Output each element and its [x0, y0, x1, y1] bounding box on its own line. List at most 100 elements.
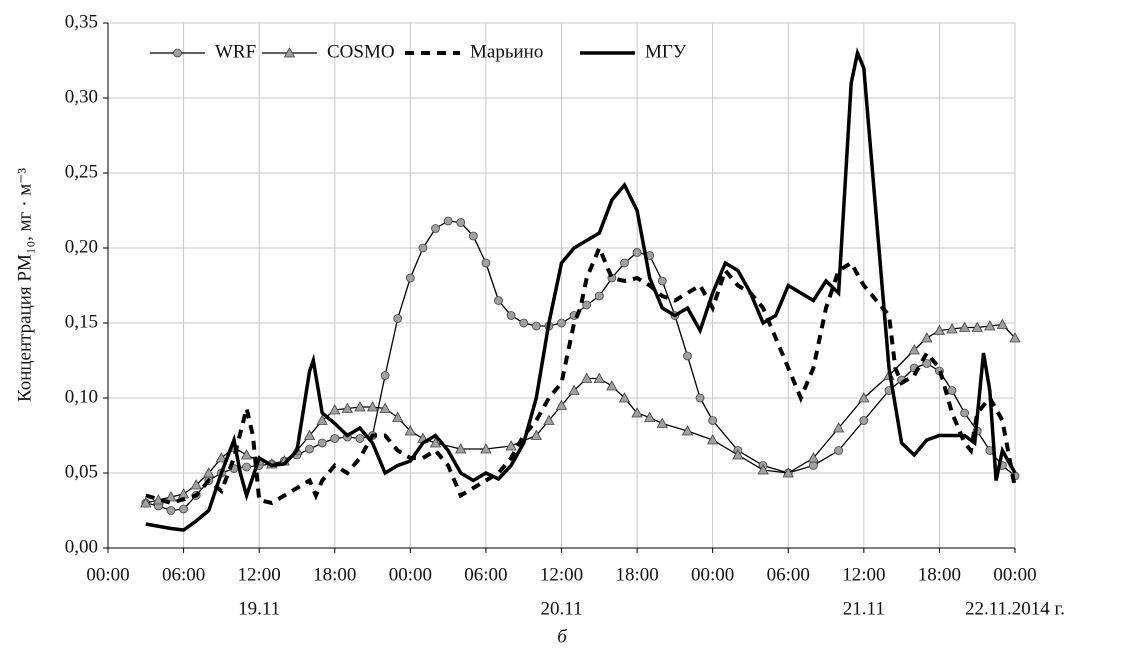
x-tick-label: 06:00: [162, 564, 205, 585]
y-axis-label: Концентрация PM₁₀, мг · м⁻³: [14, 168, 35, 402]
x-tick-label: 18:00: [918, 564, 961, 585]
marker: [240, 449, 253, 460]
y-tick-label: 0,15: [65, 311, 98, 332]
marker: [706, 434, 719, 445]
marker: [555, 399, 568, 410]
marker: [971, 321, 983, 332]
marker: [908, 344, 920, 355]
marker: [379, 402, 391, 413]
x-tick-label: 12:00: [842, 564, 885, 585]
marker: [393, 314, 403, 323]
x-tick-label: 00:00: [389, 564, 432, 585]
marker: [946, 323, 958, 334]
marker: [632, 248, 642, 257]
marker: [834, 446, 844, 455]
y-tick-label: 0,25: [65, 161, 98, 182]
marker: [480, 443, 492, 454]
marker: [341, 402, 354, 413]
marker: [505, 440, 517, 451]
marker: [418, 243, 428, 253]
marker: [807, 452, 820, 463]
marker: [177, 488, 190, 499]
legend-label: COSMO: [327, 41, 395, 62]
y-tick-label: 0,00: [65, 536, 98, 557]
marker: [215, 452, 228, 463]
marker: [355, 434, 365, 443]
marker: [809, 461, 818, 470]
marker: [618, 392, 631, 403]
legend-label: Марьино: [470, 41, 543, 62]
marker: [443, 216, 453, 226]
marker: [631, 407, 643, 418]
marker: [429, 437, 442, 448]
marker: [506, 311, 516, 320]
marker: [859, 416, 869, 425]
marker: [283, 47, 296, 58]
series-line: [145, 47, 1017, 532]
x-tick-label: 06:00: [464, 564, 507, 585]
x-tick-label: 06:00: [767, 564, 810, 585]
date-label: 22.11.2014 г.: [965, 598, 1065, 619]
marker: [329, 404, 341, 415]
y-tick-label: 0,30: [65, 86, 98, 107]
marker: [203, 467, 215, 478]
marker: [620, 258, 629, 268]
marker: [644, 411, 656, 422]
marker: [960, 408, 970, 418]
marker: [782, 467, 794, 478]
marker: [543, 414, 555, 425]
marker: [140, 497, 152, 508]
y-tick-label: 0,35: [65, 11, 98, 32]
marker: [656, 417, 668, 428]
marker: [732, 449, 744, 460]
series-line: [145, 323, 1016, 504]
marker: [317, 438, 327, 448]
marker: [594, 291, 604, 301]
marker: [494, 296, 503, 305]
marker: [380, 371, 390, 380]
legend-label: WRF: [215, 41, 256, 62]
marker: [431, 224, 440, 233]
marker: [984, 320, 996, 331]
marker: [468, 231, 478, 241]
marker: [568, 384, 580, 395]
marker: [173, 48, 182, 58]
marker: [1009, 332, 1021, 343]
marker: [933, 324, 946, 335]
marker: [531, 321, 541, 331]
marker: [581, 372, 593, 383]
marker: [366, 401, 379, 412]
marker: [695, 393, 705, 403]
marker: [242, 462, 251, 472]
marker: [330, 434, 340, 443]
legend-item: Марьино: [405, 41, 543, 62]
marker: [481, 258, 491, 268]
marker: [354, 401, 366, 412]
marker: [456, 218, 466, 227]
marker: [922, 359, 932, 368]
legend-label: МГУ: [645, 41, 687, 62]
marker: [530, 429, 542, 440]
x-tick-label: 18:00: [313, 564, 356, 585]
x-tick-label: 00:00: [86, 564, 129, 585]
marker: [165, 491, 177, 502]
marker: [832, 422, 845, 433]
y-tick-label: 0,05: [65, 461, 98, 482]
x-tick-label: 00:00: [691, 564, 734, 585]
marker: [681, 425, 694, 436]
marker: [606, 380, 618, 391]
legend-item: WRF: [150, 41, 256, 62]
legend-item: МГУ: [580, 41, 687, 62]
marker: [757, 464, 769, 475]
series-line: [145, 242, 1017, 506]
marker: [708, 416, 718, 425]
x-tick-label: 12:00: [540, 564, 583, 585]
marker: [392, 411, 404, 422]
marker: [657, 276, 667, 286]
marker: [316, 414, 328, 425]
date-label: 20.11: [540, 598, 582, 619]
marker: [582, 300, 592, 310]
date-label: 19.11: [238, 598, 280, 619]
marker: [404, 425, 417, 436]
